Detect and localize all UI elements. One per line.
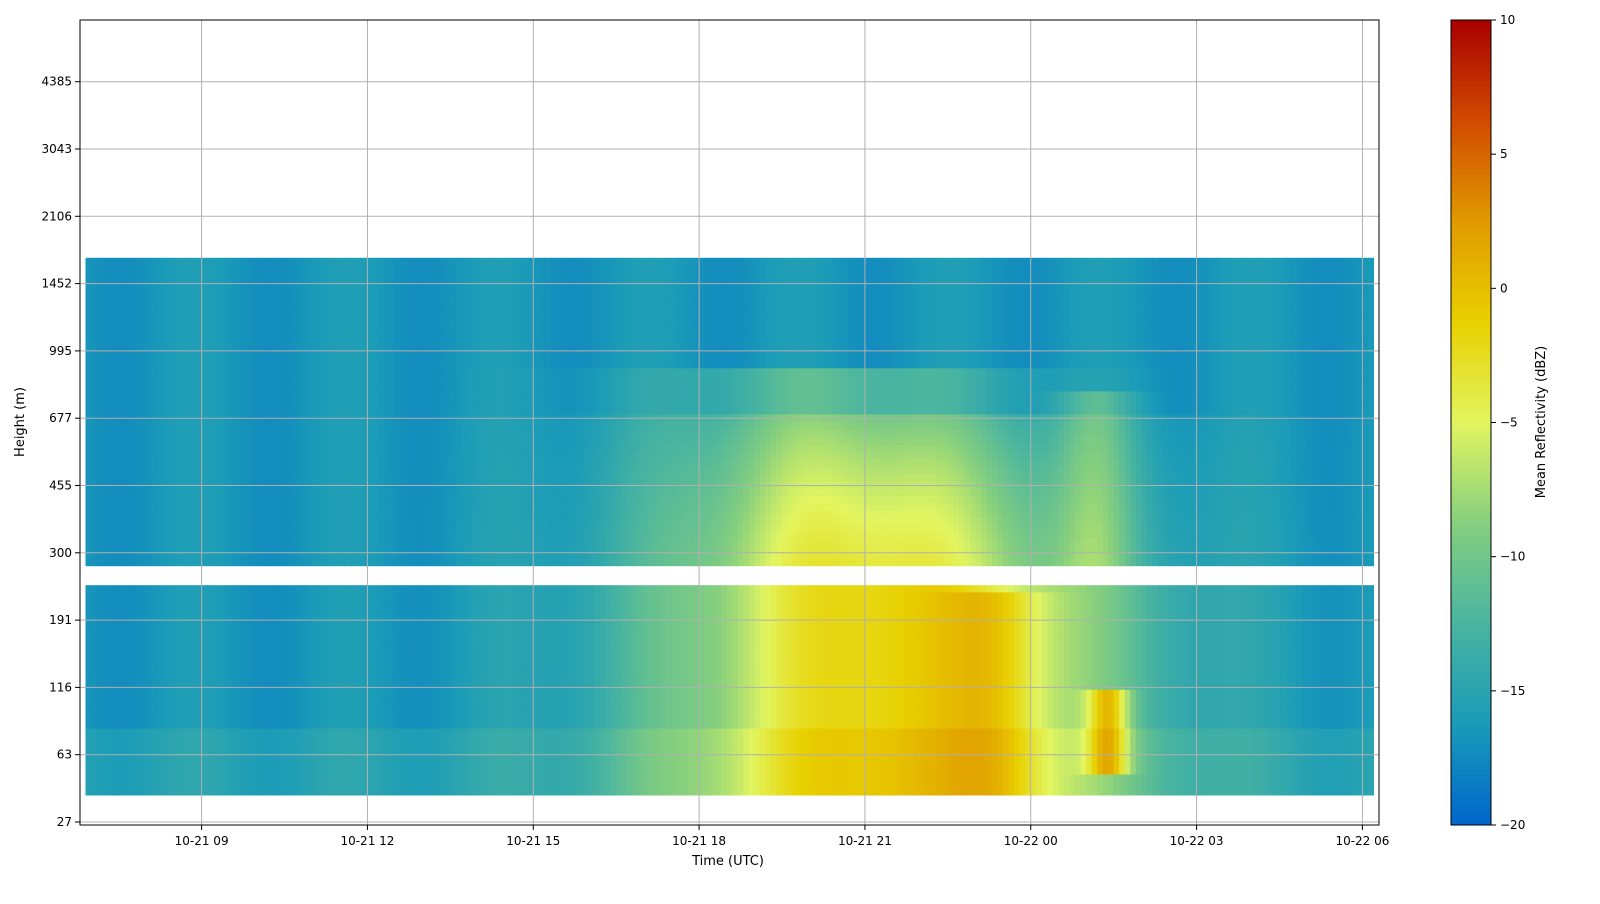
y-tick-label: 3043: [41, 142, 72, 156]
x-axis-ticks: 10-21 09 10-21 12 10-21 15 10-21 18 10-21 21…: [175, 825, 1390, 848]
y-tick-label: 2106: [41, 209, 72, 223]
y-tick-label: 455: [49, 479, 72, 493]
y-tick-label: 191: [49, 613, 72, 627]
colorbar-label: Mean Reflectivity (dBZ): [1534, 346, 1549, 499]
y-tick-label: 27: [57, 815, 72, 829]
y-tick-label: 63: [57, 748, 72, 762]
colorbar-tick-label: 10: [1500, 13, 1515, 27]
heatmap-field: [86, 258, 1375, 796]
y-tick-label: 116: [49, 680, 72, 694]
x-tick-label: 10-22 03: [1170, 834, 1224, 848]
colorbar-tick-label: −15: [1500, 684, 1525, 698]
x-tick-label: 10-21 15: [506, 834, 560, 848]
colorbar-ticks: 10 5 0 −5 −10 −15 −20: [1491, 13, 1525, 832]
y-tick-label: 4385: [41, 75, 72, 89]
colorbar-tick-label: −5: [1500, 416, 1518, 430]
y-axis-label: Height (m): [13, 387, 28, 457]
x-tick-label: 10-21 09: [175, 834, 229, 848]
colorbar: [1451, 20, 1491, 825]
x-tick-label: 10-22 00: [1004, 834, 1058, 848]
colorbar-tick-label: 5: [1500, 147, 1508, 161]
x-tick-label: 10-21 12: [340, 834, 394, 848]
y-axis-ticks: 27 63 116 191 300 455 677 995 1452 2106 3043 4385: [41, 75, 80, 829]
colorbar-tick-label: 0: [1500, 281, 1508, 295]
y-tick-label: 677: [49, 411, 72, 425]
y-tick-label: 995: [49, 344, 72, 358]
y-tick-label: 1452: [41, 277, 72, 291]
colorbar-tick-label: −20: [1500, 818, 1525, 832]
x-tick-label: 10-21 21: [838, 834, 892, 848]
colorbar-tick-label: −10: [1500, 550, 1525, 564]
y-tick-label: 300: [49, 546, 72, 560]
x-tick-label: 10-21 18: [672, 834, 726, 848]
x-tick-label: 10-22 06: [1335, 834, 1389, 848]
x-axis-label: Time (UTC): [691, 854, 764, 869]
